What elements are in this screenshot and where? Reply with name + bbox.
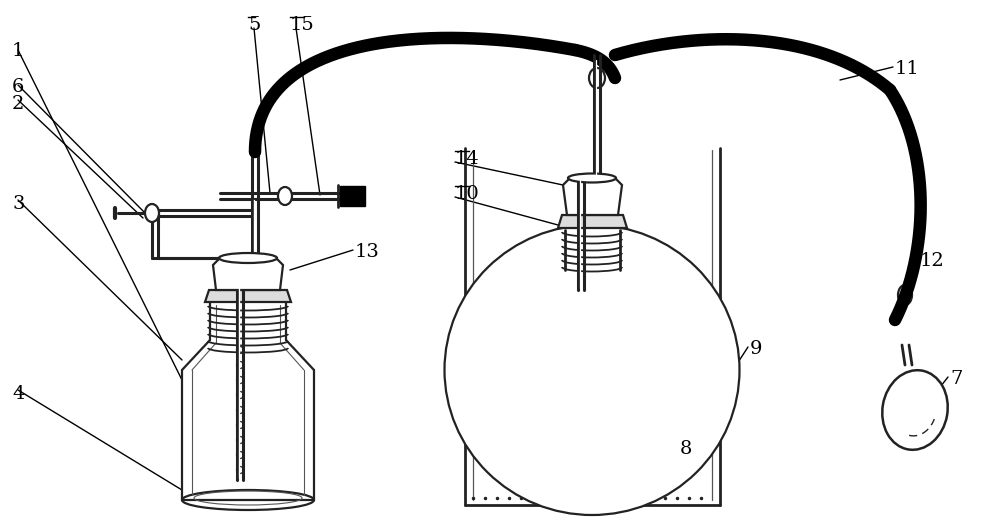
Ellipse shape xyxy=(278,187,292,205)
Polygon shape xyxy=(563,178,622,215)
Text: 9: 9 xyxy=(750,340,763,358)
Text: 7: 7 xyxy=(950,370,962,388)
Ellipse shape xyxy=(589,68,605,88)
Polygon shape xyxy=(558,215,627,228)
Text: 15: 15 xyxy=(290,16,315,34)
Text: 1: 1 xyxy=(12,42,24,60)
Text: 2: 2 xyxy=(12,95,24,113)
Text: 13: 13 xyxy=(355,243,380,261)
Text: 3: 3 xyxy=(12,195,24,213)
Ellipse shape xyxy=(882,370,948,450)
Text: 8: 8 xyxy=(680,440,692,458)
Ellipse shape xyxy=(182,490,314,510)
Polygon shape xyxy=(340,186,365,206)
Text: 4: 4 xyxy=(12,385,24,403)
Text: 5: 5 xyxy=(248,16,260,34)
Text: 12: 12 xyxy=(920,252,945,270)
Ellipse shape xyxy=(444,225,740,515)
Text: 6: 6 xyxy=(12,78,24,96)
Polygon shape xyxy=(213,258,283,290)
Ellipse shape xyxy=(898,285,912,305)
Ellipse shape xyxy=(568,173,616,182)
Text: 11: 11 xyxy=(895,60,920,78)
Polygon shape xyxy=(205,290,291,302)
Text: 14: 14 xyxy=(455,150,480,168)
Ellipse shape xyxy=(219,253,277,263)
Text: 10: 10 xyxy=(455,185,480,203)
Ellipse shape xyxy=(145,204,159,222)
